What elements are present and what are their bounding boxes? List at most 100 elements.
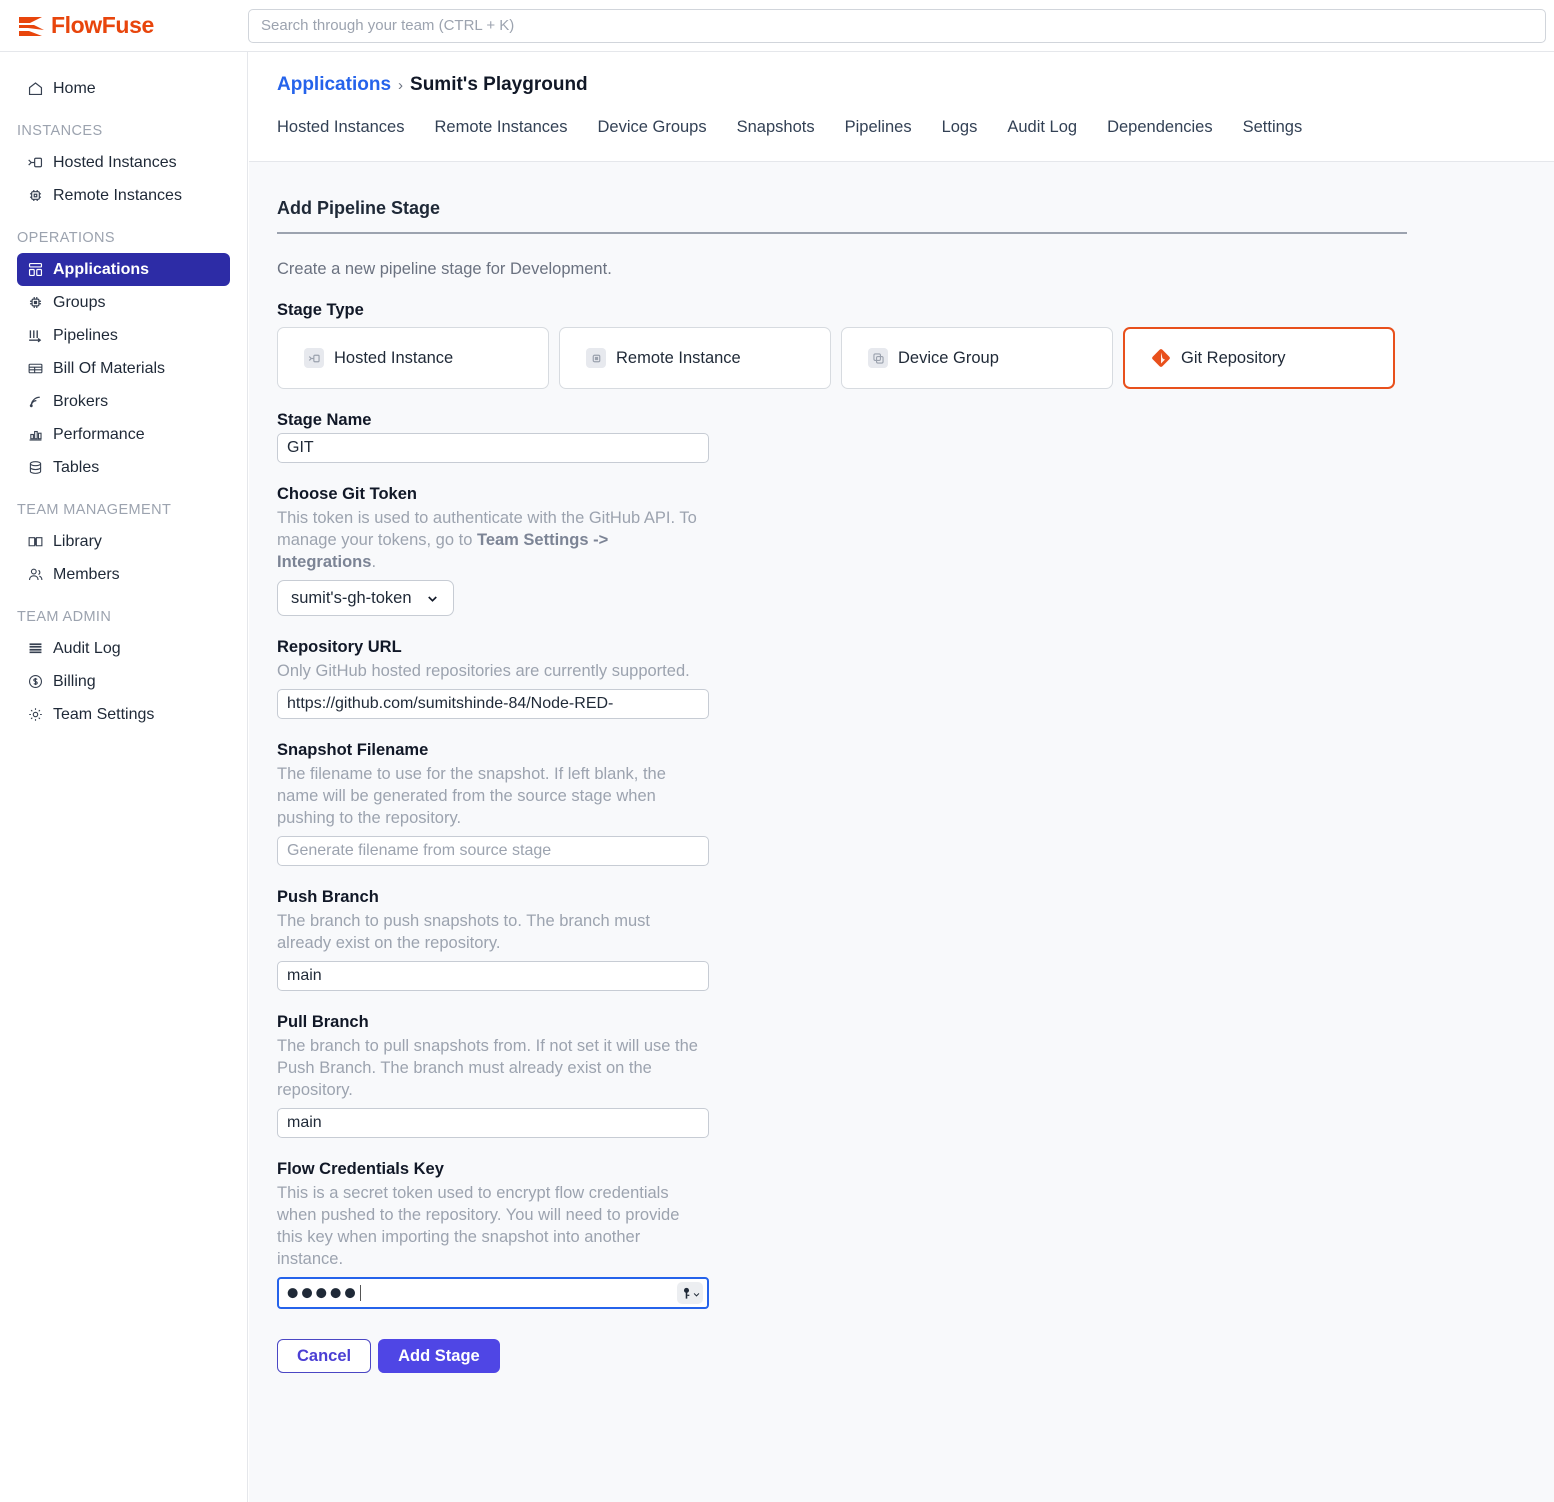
search-input[interactable] (248, 8, 1546, 43)
breadcrumb-parent-link[interactable]: Applications (277, 74, 392, 95)
password-key-icon[interactable] (677, 1282, 703, 1304)
pull-branch-input[interactable] (277, 1108, 709, 1138)
table-icon (26, 360, 44, 378)
sidebar-item-remote-instances[interactable]: Remote Instances (17, 179, 230, 212)
breadcrumb-separator-icon: › (398, 76, 404, 94)
pipelines-icon (26, 327, 44, 345)
sidebar-item-applications[interactable]: Applications (17, 253, 230, 286)
stage-type-options: Hosted Instance Remote Instance Device G… (277, 327, 1554, 389)
text-caret (359, 1285, 361, 1301)
sidebar-item-label: Library (53, 532, 102, 550)
git-token-select[interactable]: sumit's-gh-token (277, 580, 454, 616)
tab-snapshots[interactable]: Snapshots (736, 118, 815, 136)
sidebar-item-label: Performance (53, 425, 145, 443)
stage-name-input[interactable] (277, 433, 709, 463)
sidebar-item-label: Audit Log (53, 639, 121, 657)
sidebar-section-title: INSTANCES (17, 123, 103, 139)
stage-type-git-repository[interactable]: Git Repository (1123, 327, 1395, 389)
tab-remote-instances[interactable]: Remote Instances (434, 118, 568, 136)
sidebar: Home INSTANCES Hosted Instances Remote I… (0, 52, 248, 1502)
main-content: Applications › Sumit's Playground Hosted… (249, 52, 1554, 1502)
form-actions: Cancel Add Stage (277, 1339, 1554, 1373)
sidebar-item-label: Pipelines (53, 326, 118, 344)
sidebar-item-brokers[interactable]: Brokers (17, 385, 230, 418)
git-token-selected-value: sumit's-gh-token (291, 588, 412, 607)
tab-settings[interactable]: Settings (1242, 118, 1303, 136)
sidebar-item-tables[interactable]: Tables (17, 451, 230, 484)
tab-pipelines[interactable]: Pipelines (844, 118, 912, 136)
tab-device-groups[interactable]: Device Groups (597, 118, 707, 136)
sidebar-section-title: TEAM ADMIN (17, 609, 112, 625)
tab-audit-log[interactable]: Audit Log (1007, 118, 1078, 136)
repository-url-input[interactable] (277, 689, 709, 719)
applications-icon (26, 261, 44, 279)
tab-dependencies[interactable]: Dependencies (1107, 118, 1213, 136)
hosted-instance-icon (304, 348, 324, 368)
snapshot-filename-input[interactable] (277, 836, 709, 866)
tab-hosted-instances[interactable]: Hosted Instances (277, 118, 405, 136)
stage-type-label: Stage Type (277, 301, 364, 319)
sidebar-item-performance[interactable]: Performance (17, 418, 230, 451)
hosted-instance-icon (26, 154, 44, 172)
sidebar-item-groups[interactable]: Groups (17, 286, 230, 319)
flowfuse-logo-icon (19, 16, 44, 36)
sidebar-item-label: Hosted Instances (53, 153, 177, 171)
add-pipeline-stage-form: Add Pipeline Stage Create a new pipeline… (249, 162, 1554, 1502)
sidebar-item-home[interactable]: Home (17, 72, 230, 105)
home-icon (26, 80, 44, 98)
chip-icon (26, 187, 44, 205)
sidebar-section-title: OPERATIONS (17, 230, 115, 246)
sidebar-item-label: Brokers (53, 392, 109, 410)
sidebar-item-billing[interactable]: Billing (17, 665, 230, 698)
git-token-description: This token is used to authenticate with … (277, 507, 705, 573)
gear-icon (26, 706, 44, 724)
pull-branch-description: The branch to pull snapshots from. If no… (277, 1037, 698, 1099)
sidebar-item-audit-log[interactable]: Audit Log (17, 632, 230, 665)
sidebar-item-members[interactable]: Members (17, 558, 230, 591)
chip-icon (586, 348, 606, 368)
push-branch-description: The branch to push snapshots to. The bra… (277, 912, 650, 952)
git-icon (1151, 348, 1171, 368)
sidebar-item-team-settings[interactable]: Team Settings (17, 698, 230, 731)
git-token-desc-part2: . (371, 553, 377, 571)
bar-chart-icon (26, 426, 44, 444)
book-icon (26, 533, 44, 551)
groups-icon (26, 294, 44, 312)
sidebar-item-label: Members (53, 565, 120, 583)
stage-type-device-group[interactable]: Device Group (841, 327, 1113, 389)
sidebar-section-title: TEAM MANAGEMENT (17, 502, 172, 518)
stage-type-remote-instance[interactable]: Remote Instance (559, 327, 831, 389)
stage-type-label-text: Remote Instance (616, 348, 741, 367)
sidebar-item-label: Billing (53, 672, 96, 690)
flow-credentials-key-description: This is a secret token used to encrypt f… (277, 1184, 680, 1268)
stage-type-label-text: Hosted Instance (334, 348, 454, 367)
users-icon (26, 566, 44, 584)
flow-credentials-key-label: Flow Credentials Key (277, 1160, 444, 1178)
sidebar-item-bill-of-materials[interactable]: Bill Of Materials (17, 352, 230, 385)
cancel-button[interactable]: Cancel (277, 1339, 372, 1373)
breadcrumb-current: Sumit's Playground (410, 74, 588, 95)
repository-url-label: Repository URL (277, 638, 402, 656)
stage-type-hosted-instance[interactable]: Hosted Instance (277, 327, 549, 389)
push-branch-input[interactable] (277, 961, 709, 991)
stage-name-label: Stage Name (277, 411, 372, 429)
sidebar-item-hosted-instances[interactable]: Hosted Instances (17, 146, 230, 179)
sidebar-item-library[interactable]: Library (17, 525, 230, 558)
database-icon (26, 459, 44, 477)
page-header: Applications › Sumit's Playground Hosted… (249, 52, 1554, 162)
add-stage-button[interactable]: Add Stage (378, 1339, 500, 1373)
dollar-circle-icon (26, 673, 44, 691)
git-token-label: Choose Git Token (277, 485, 417, 503)
snapshot-filename-label: Snapshot Filename (277, 741, 429, 759)
sidebar-item-label: Home (53, 79, 96, 97)
device-group-icon (868, 348, 888, 368)
list-icon (26, 640, 44, 658)
brand-logo[interactable]: FlowFuse (0, 0, 248, 52)
sidebar-item-label: Tables (53, 458, 100, 476)
sidebar-item-pipelines[interactable]: Pipelines (17, 319, 230, 352)
flow-credentials-key-input[interactable]: ●●●●● (277, 1277, 709, 1309)
chevron-down-icon (425, 591, 440, 606)
tab-logs[interactable]: Logs (941, 118, 978, 136)
stage-type-label-text: Git Repository (1181, 348, 1286, 367)
push-branch-label: Push Branch (277, 888, 379, 906)
